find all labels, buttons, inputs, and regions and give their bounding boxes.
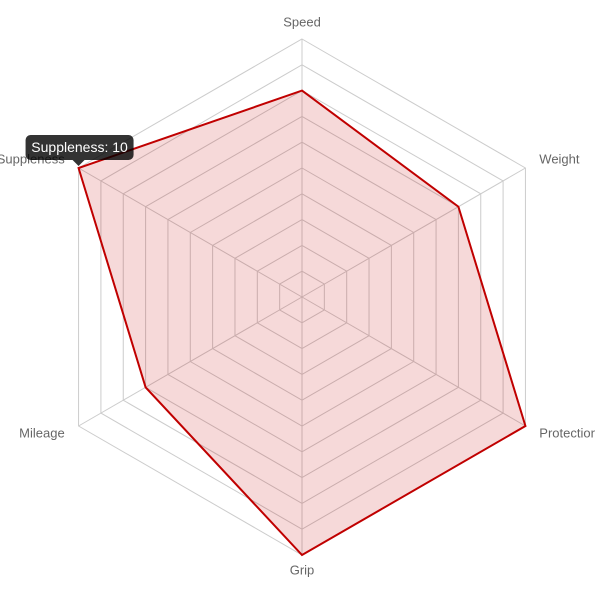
spoke bbox=[78, 167, 303, 298]
radar-area bbox=[77, 89, 527, 557]
tooltip-box bbox=[25, 135, 134, 160]
axis-label: Mileage bbox=[19, 425, 65, 440]
tooltip-text: Suppleness: 10 bbox=[31, 139, 128, 155]
spoke bbox=[301, 296, 526, 427]
spoke bbox=[301, 167, 526, 298]
tooltip-arrow bbox=[72, 160, 85, 166]
axis-label: Speed bbox=[283, 14, 321, 29]
axis-label: Weight bbox=[539, 151, 580, 166]
axis-label: Grip bbox=[290, 562, 315, 577]
tooltip: Suppleness: 10 bbox=[25, 135, 134, 166]
spoke bbox=[78, 296, 303, 427]
axis-label: Protection bbox=[539, 425, 595, 440]
